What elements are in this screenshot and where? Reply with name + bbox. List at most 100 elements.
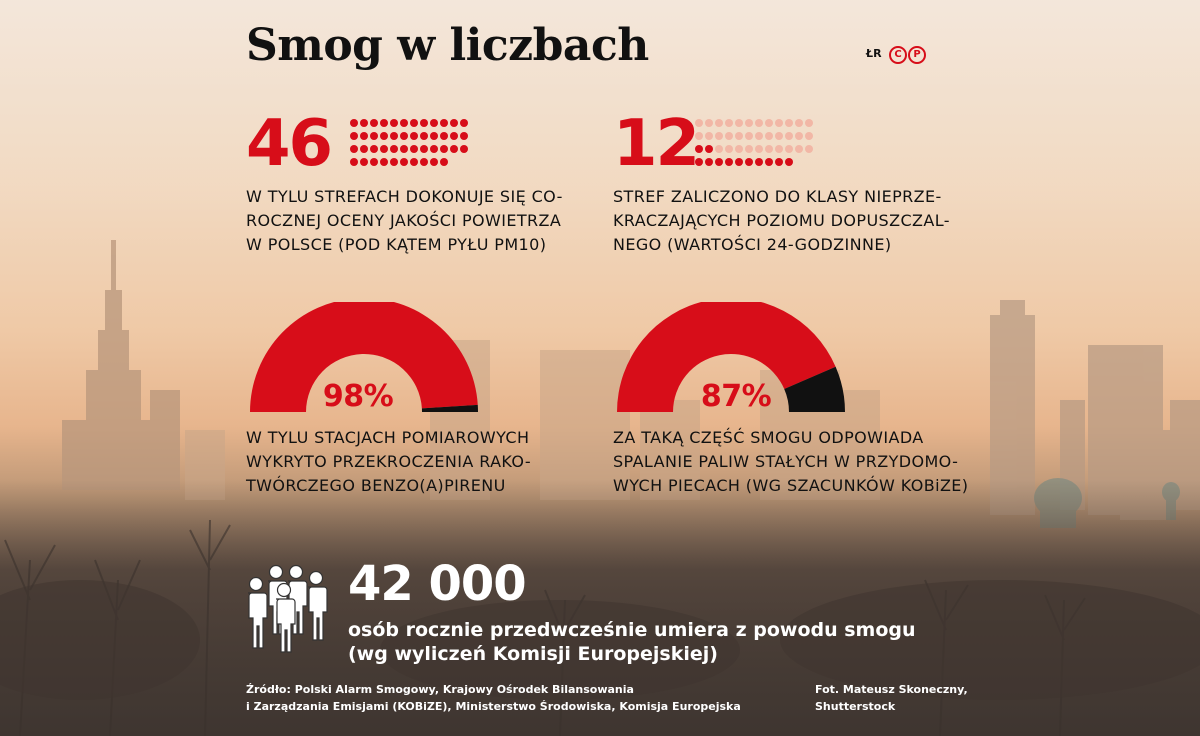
photo-line-2: Shutterstock <box>815 700 896 713</box>
stat-98-remaining-arc <box>421 404 478 412</box>
stat-46-dot <box>390 145 398 153</box>
stat-46-dot <box>360 145 368 153</box>
stat-46-dot <box>370 145 378 153</box>
stat-12-dot <box>745 132 753 140</box>
stat-98-filled-arc <box>250 302 478 412</box>
deaths-line-2: (wg wyliczeń Komisji Europejskiej) <box>348 643 718 665</box>
stat-46-dot <box>460 132 468 140</box>
stat-46-dot <box>350 132 358 140</box>
stat-12-dot <box>765 145 773 153</box>
stat-12-dot <box>755 132 763 140</box>
stat-12-dot <box>735 119 743 127</box>
deaths-line-1: osób rocznie przedwcześnie umiera z powo… <box>348 619 916 641</box>
source-line-2: i Zarządzania Emisjami (KOBiZE), Ministe… <box>246 700 741 713</box>
stat-46-dot <box>430 145 438 153</box>
stat-12-dot <box>695 145 703 153</box>
stat-46-dot <box>360 119 368 127</box>
stat-12-dot <box>785 119 793 127</box>
stat-46-dot <box>410 132 418 140</box>
stat-12-dot <box>725 145 733 153</box>
stat-12-dot <box>725 119 733 127</box>
stat-12-dot <box>735 132 743 140</box>
people-group-icon <box>248 564 328 653</box>
stat-87-caption: ZA TAKĄ CZĘŚĆ SMOGU ODPOWIADA SPALANIE P… <box>613 426 968 498</box>
stat-12-dot <box>695 119 703 127</box>
caption-line: ZA TAKĄ CZĘŚĆ SMOGU ODPOWIADA <box>613 428 924 447</box>
caption-line: NEGO (WARTOŚCI 24-GODZINNE) <box>613 235 892 254</box>
caption-line: TWÓRCZEGO BENZO(A)PIRENU <box>246 476 506 495</box>
stat-46-dot <box>360 132 368 140</box>
stat-87-remaining-arc <box>784 366 845 412</box>
stat-12-dot <box>765 158 773 166</box>
stat-12-dot <box>765 119 773 127</box>
stat-12-dot <box>755 119 763 127</box>
stat-46-dot <box>350 119 358 127</box>
stat-12-dot <box>795 145 803 153</box>
stat-87-gauge <box>617 302 845 412</box>
stat-12-dot <box>795 119 803 127</box>
stat-46-dot <box>380 145 388 153</box>
photo-credit: Fot. Mateusz Skoneczny, Shutterstock <box>815 681 968 715</box>
stat-46-caption: W TYLU STREFACH DOKONUJE SIĘ CO- ROCZNEJ… <box>246 185 563 257</box>
stat-12-dot <box>775 145 783 153</box>
stat-46-number: 46 <box>246 107 333 181</box>
stat-46-dot <box>370 158 378 166</box>
stat-87-percent: 87% <box>700 379 772 414</box>
stat-12-dot <box>775 158 783 166</box>
stat-46-dot <box>430 119 438 127</box>
stat-12-dot <box>805 132 813 140</box>
stat-46-dot <box>390 158 398 166</box>
stat-12-dot <box>755 158 763 166</box>
deaths-caption: osób rocznie przedwcześnie umiera z powo… <box>348 618 916 666</box>
cp-logo-icon: C P <box>889 46 926 64</box>
stat-12-dot <box>715 158 723 166</box>
stat-12-dot <box>735 158 743 166</box>
stat-46-dot <box>390 132 398 140</box>
photo-line-1: Fot. Mateusz Skoneczny, <box>815 683 968 696</box>
stat-12-dot <box>725 132 733 140</box>
caption-line: STREF ZALICZONO DO KLASY NIEPRZE- <box>613 187 942 206</box>
stat-46-dot <box>420 145 428 153</box>
stat-46-dot <box>440 145 448 153</box>
stat-87-filled-arc <box>617 302 836 412</box>
stat-12-dot <box>785 132 793 140</box>
stat-12-number: 12 <box>613 107 700 181</box>
stat-98-percent: 98% <box>322 379 394 414</box>
stat-12-dot <box>715 119 723 127</box>
stat-46-dot <box>460 119 468 127</box>
stat-46-dot <box>370 132 378 140</box>
stat-46-dot <box>350 145 358 153</box>
caption-line: WYCH PIECACH (WG SZACUNKÓW KOBiZE) <box>613 476 969 495</box>
stat-12-dot <box>695 158 703 166</box>
stat-12-dot <box>765 132 773 140</box>
stat-46-dot <box>380 132 388 140</box>
source-line-1: Źródło: Polski Alarm Smogowy, Krajowy Oś… <box>246 683 634 696</box>
stat-12-dot <box>745 158 753 166</box>
stat-12-caption: STREF ZALICZONO DO KLASY NIEPRZE- KRACZA… <box>613 185 950 257</box>
stat-46-dot <box>400 132 408 140</box>
stat-12-dot <box>785 145 793 153</box>
source-credit: Źródło: Polski Alarm Smogowy, Krajowy Oś… <box>246 681 741 715</box>
stat-46-dot <box>350 158 358 166</box>
stat-12-dot <box>705 158 713 166</box>
stat-12-dot-grid <box>695 119 813 166</box>
stat-12-dot <box>695 132 703 140</box>
caption-line: W TYLU STACJACH POMIAROWYCH <box>246 428 530 447</box>
stat-46-dot <box>390 119 398 127</box>
stat-12-dot <box>705 145 713 153</box>
stat-46-dot <box>400 158 408 166</box>
logo-letter-p: P <box>908 46 926 64</box>
stat-46-dot <box>400 119 408 127</box>
caption-line: W TYLU STREFACH DOKONUJE SIĘ CO- <box>246 187 563 206</box>
stat-12-dot <box>795 132 803 140</box>
stat-46-dot <box>400 145 408 153</box>
stat-46-dot <box>380 119 388 127</box>
stat-46-dot <box>440 119 448 127</box>
stat-46-dot <box>460 145 468 153</box>
caption-line: KRACZAJĄCYCH POZIOMU DOPUSZCZAL- <box>613 211 950 230</box>
stat-12-dot <box>705 132 713 140</box>
stat-12-dot <box>715 132 723 140</box>
stat-46-dot <box>440 132 448 140</box>
stat-46-dot <box>440 158 448 166</box>
